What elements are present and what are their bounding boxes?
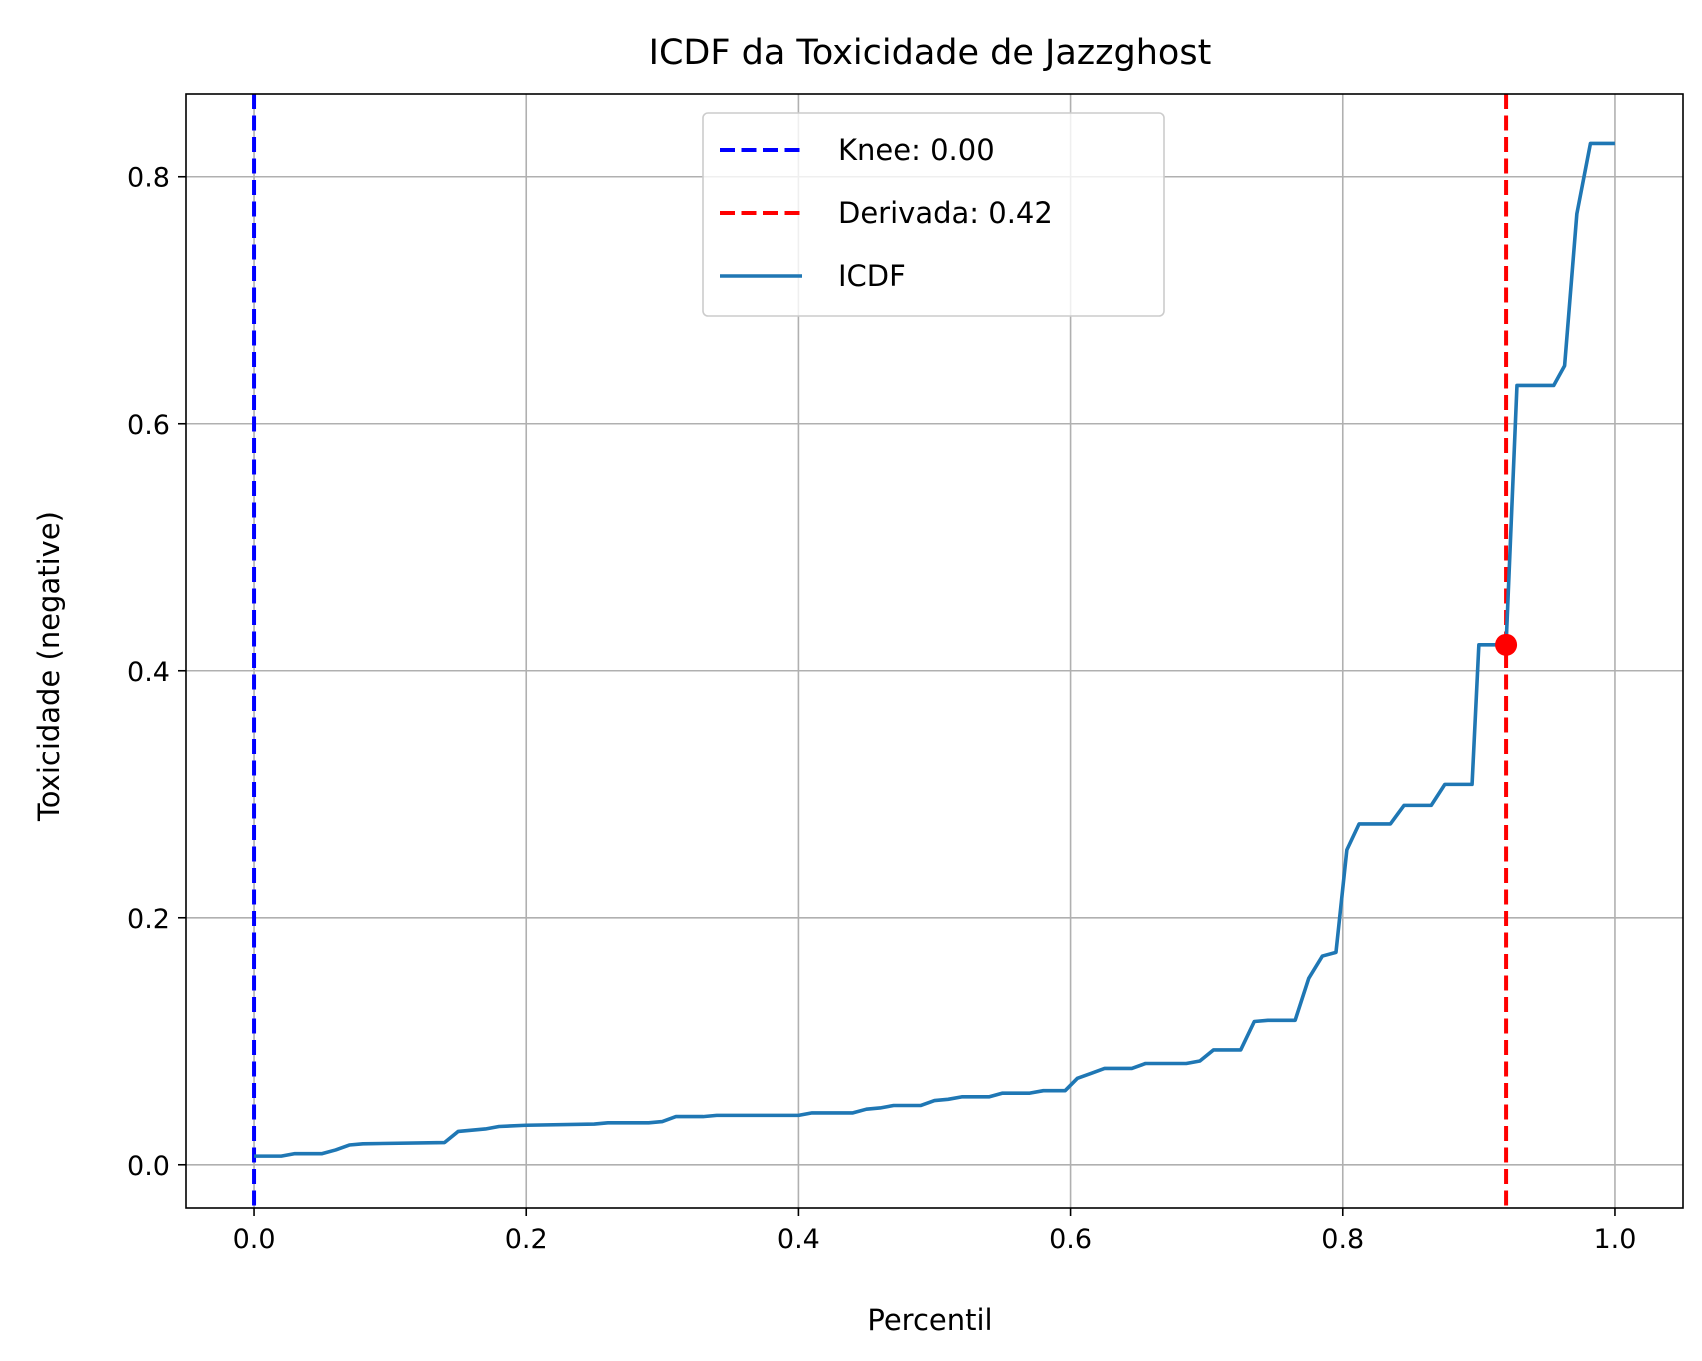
y-tick-label: 0.8 [127,163,170,194]
markers [1495,633,1518,656]
reference-lines [252,94,1509,1208]
y-tick-label: 0.2 [127,904,170,935]
x-tick-label: 0.6 [1049,1224,1092,1255]
legend-entry-derivada: Derivada: 0.42 [720,196,1053,230]
x-axis-label: Percentil [867,1303,992,1337]
chart-title: ICDF da Toxicidade de Jazzghost [649,33,1212,73]
x-tick-label: 0.8 [1321,1224,1364,1255]
legend-label: ICDF [838,259,906,293]
legend: Knee: 0.00 Derivada: 0.42 ICDF [702,112,1165,317]
legend-box [702,112,1165,317]
y-tick-label: 0.0 [127,1151,170,1182]
x-tick-label: 0.4 [777,1224,820,1255]
ticks: 0.0 0.2 0.4 0.6 0.8 1.0 0.0 0.2 0.4 0.6 0.8 [127,163,1636,1255]
series [254,141,1615,1158]
y-tick-label: 0.4 [127,657,170,688]
y-tick-label: 0.6 [127,410,170,441]
legend-label: Knee: 0.00 [838,133,995,167]
x-tick-label: 0.0 [233,1224,276,1255]
plot-frame [185,93,1684,1209]
derivada-marker [1495,633,1518,656]
legend-entry-knee: Knee: 0.00 [720,133,995,167]
series-line-icdf [254,141,1615,1158]
y-axis-label: Toxicidade (negative) [32,511,66,822]
legend-label: Derivada: 0.42 [838,196,1053,230]
legend-entry-icdf: ICDF [720,259,906,293]
x-tick-label: 1.0 [1593,1224,1636,1255]
x-tick-label: 0.2 [505,1224,548,1255]
